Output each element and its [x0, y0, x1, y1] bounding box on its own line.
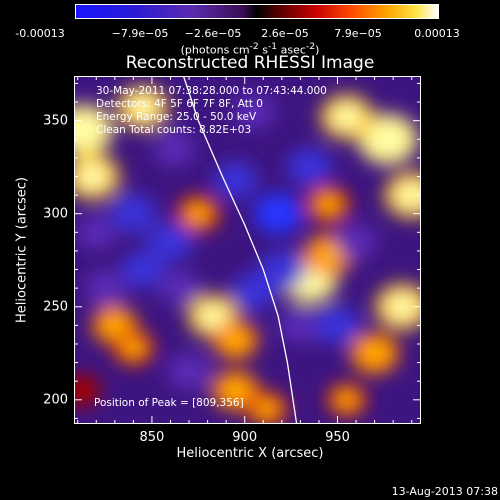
negative-region	[213, 161, 258, 199]
emission-peak	[74, 374, 101, 407]
colorbar	[75, 4, 439, 19]
emission-peak-core	[128, 96, 157, 120]
negative-region	[153, 130, 196, 167]
emission-peak-core	[102, 315, 128, 336]
emission-peak-core	[186, 203, 211, 224]
emission-peak-core	[314, 243, 342, 266]
emission-peak-core	[74, 116, 100, 144]
y-tick-label: 300	[43, 206, 68, 222]
colorbar-units: (photons cm-2 s-1 asec-2)	[180, 41, 320, 57]
y-tick-label: 250	[43, 299, 68, 315]
negative-region	[120, 250, 165, 289]
annotation-detectors: Detectors: 4F 5F 6F 7F 8F, Att 0	[96, 98, 263, 110]
negative-region	[287, 147, 333, 187]
emission-peak-core	[396, 182, 421, 208]
plot-frame	[74, 76, 421, 424]
colorbar-tick-label: 0.00013	[414, 27, 460, 40]
negative-region	[147, 221, 194, 262]
emission-peak-core	[371, 125, 405, 153]
emission-peak-core	[199, 304, 228, 328]
y-tick-label: 350	[43, 113, 68, 129]
emission-peak-core	[77, 164, 108, 189]
emission-peak-core	[387, 294, 418, 320]
annotation-clean: Clean Total counts: 8.82E+03	[96, 124, 251, 136]
emission-peak-core	[332, 105, 362, 129]
colorbar-tick-label: -0.00013	[15, 27, 65, 40]
chart-title: Reconstructed RHESSI Image	[125, 53, 375, 73]
colorbar-tick-label: 7.9e−05	[334, 27, 382, 40]
negative-region	[167, 353, 211, 391]
negative-region	[84, 270, 127, 306]
heatmap-plot: 30-May-2011 07:38:28.000 to 07:43:44.000…	[74, 76, 421, 424]
negative-region	[110, 193, 157, 234]
emission-peak-core	[222, 329, 248, 351]
y-tick-label: 200	[43, 392, 68, 408]
colorbar-tick-label: −2.6e−05	[184, 27, 242, 40]
colorbar-tick-label: −7.9e−05	[111, 27, 169, 40]
negative-region	[158, 270, 201, 306]
y-axis-label: Heliocentric Y (arcsec)	[14, 177, 30, 323]
emission-peak-core	[361, 342, 389, 365]
negative-region	[76, 215, 116, 249]
negative-region	[278, 307, 322, 344]
x-tick-label: 900	[232, 430, 258, 445]
x-axis-label: Heliocentric X (arcsec)	[176, 446, 324, 461]
emission-peak-core	[255, 399, 279, 419]
emission-peak-core	[222, 379, 249, 402]
negative-region	[314, 306, 361, 345]
date-stamp: 13-Aug-2013 07:38	[391, 485, 498, 498]
annotation-time: 30-May-2011 07:38:28.000 to 07:43:44.000	[96, 85, 327, 97]
negative-region	[335, 223, 377, 260]
emission-peak-core	[316, 194, 341, 215]
negative-region	[231, 273, 276, 311]
annotation-energy: Energy Range: 25.0 - 50.0 keV	[96, 111, 257, 123]
x-tick-label: 950	[325, 430, 350, 445]
emission-peak-core	[121, 338, 145, 358]
solar-limb-line	[182, 76, 298, 424]
negative-region	[253, 192, 303, 235]
emission-peak-core	[335, 390, 358, 409]
x-tick-label: 850	[139, 430, 165, 445]
peak-position-label: Position of Peak = [809,356]	[94, 397, 244, 409]
negative-region	[233, 93, 275, 130]
colorbar-tick-label: 2.6e−05	[261, 27, 309, 40]
